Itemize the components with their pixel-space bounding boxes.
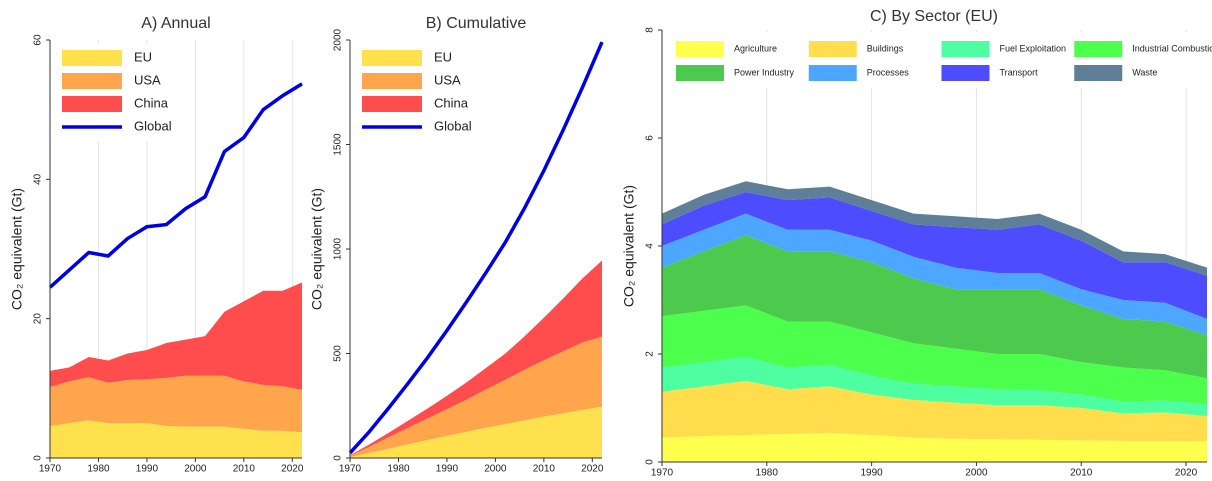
legend: Agriculture Buildings Fuel Exploitation Ind… (666, 32, 1212, 88)
legend-swatch (1074, 41, 1123, 57)
legend-label: USA (134, 72, 161, 87)
y-tick-label: 2000 (333, 28, 344, 51)
legend-swatch (362, 50, 422, 66)
y-tick-label: 0 (333, 455, 344, 461)
area (662, 213, 1207, 336)
area (50, 282, 302, 390)
line (48, 82, 303, 289)
legend-label: China (134, 95, 169, 110)
chart-title: B) Cumulative (426, 15, 527, 32)
x-tick-label: 2010 (533, 464, 556, 475)
area (662, 432, 1207, 462)
x-tick-label: 1970 (651, 468, 674, 479)
y-axis-label: CO₂ equivalent (Gt) (309, 188, 325, 310)
line (348, 41, 604, 455)
legend-label: Transport (1000, 67, 1039, 77)
legend-label: Agriculture (734, 43, 777, 53)
legend-swatch (362, 96, 422, 112)
legend-label: China (434, 95, 469, 110)
area (662, 356, 1207, 417)
legend-swatch (62, 50, 122, 66)
legend-swatch (808, 65, 857, 81)
legend: EU USA China Global (356, 44, 486, 142)
legend-label: Buildings (867, 43, 904, 53)
y-tick-label: 20 (33, 313, 44, 325)
y-tick-label: 8 (645, 27, 656, 33)
legend-label: USA (434, 72, 461, 87)
legend-swatch (1074, 65, 1123, 81)
y-axis-label: CO₂ equivalent (Gt) (9, 188, 25, 310)
legend-label: Industrial Combustion (1132, 43, 1212, 53)
legend-label: EU (434, 49, 452, 64)
legend-swatch (676, 65, 724, 81)
x-tick-label: 1980 (87, 464, 110, 475)
y-axis-label: CO₂ equivalent (Gt) (621, 185, 637, 307)
legend-box (666, 32, 1205, 88)
y-tick-label: 2 (645, 351, 656, 357)
y-tick-label: 6 (645, 135, 656, 141)
y-tick-label: 1000 (333, 237, 344, 260)
legend-swatch (941, 65, 990, 81)
legend-label: EU (134, 49, 152, 64)
legend-label: Waste (1132, 67, 1157, 77)
y-tick-label: 0 (645, 459, 656, 465)
y-tick-label: 4 (645, 243, 656, 249)
legend: EU USA China Global (56, 44, 186, 142)
legend-swatch (808, 41, 857, 57)
area (350, 406, 602, 458)
area (50, 375, 302, 433)
chart-title: A) Annual (141, 15, 210, 32)
y-tick-label: 1500 (333, 133, 344, 156)
y-tick-label: 500 (333, 345, 344, 362)
x-tick-label: 2000 (184, 464, 207, 475)
x-tick-label: 2000 (484, 464, 507, 475)
legend-swatch (676, 41, 724, 57)
area (662, 192, 1207, 319)
legend-label: Fuel Exploitation (1000, 43, 1067, 53)
x-tick-label: 2010 (1070, 468, 1093, 479)
area (662, 381, 1207, 442)
legend-swatch (941, 41, 990, 57)
x-tick-label: 1990 (436, 464, 459, 475)
area (662, 235, 1207, 379)
y-tick-label: 60 (33, 34, 44, 46)
x-tick-label: 1980 (387, 464, 410, 475)
legend-label: Power Industry (734, 67, 795, 77)
y-tick-label: 40 (33, 173, 44, 185)
legend-swatch (362, 73, 422, 89)
area (50, 420, 302, 458)
x-tick-label: 2000 (965, 468, 988, 479)
legend-label: Global (434, 118, 472, 133)
x-tick-label: 1980 (756, 468, 779, 479)
x-tick-label: 1990 (860, 468, 883, 479)
area (662, 305, 1207, 405)
x-tick-label: 2020 (581, 464, 604, 475)
x-tick-label: 2020 (1175, 468, 1198, 479)
legend-label: Global (134, 118, 172, 133)
x-tick-label: 1990 (136, 464, 159, 475)
area (350, 336, 602, 457)
y-tick-label: 0 (33, 455, 44, 461)
chart-title: C) By Sector (EU) (870, 8, 998, 25)
legend-label: Processes (867, 67, 910, 77)
x-tick-label: 1970 (39, 464, 62, 475)
x-tick-label: 1970 (339, 464, 362, 475)
x-tick-label: 2010 (233, 464, 256, 475)
legend-swatch (62, 73, 122, 89)
legend-swatch (62, 96, 122, 112)
x-tick-label: 2020 (281, 464, 304, 475)
